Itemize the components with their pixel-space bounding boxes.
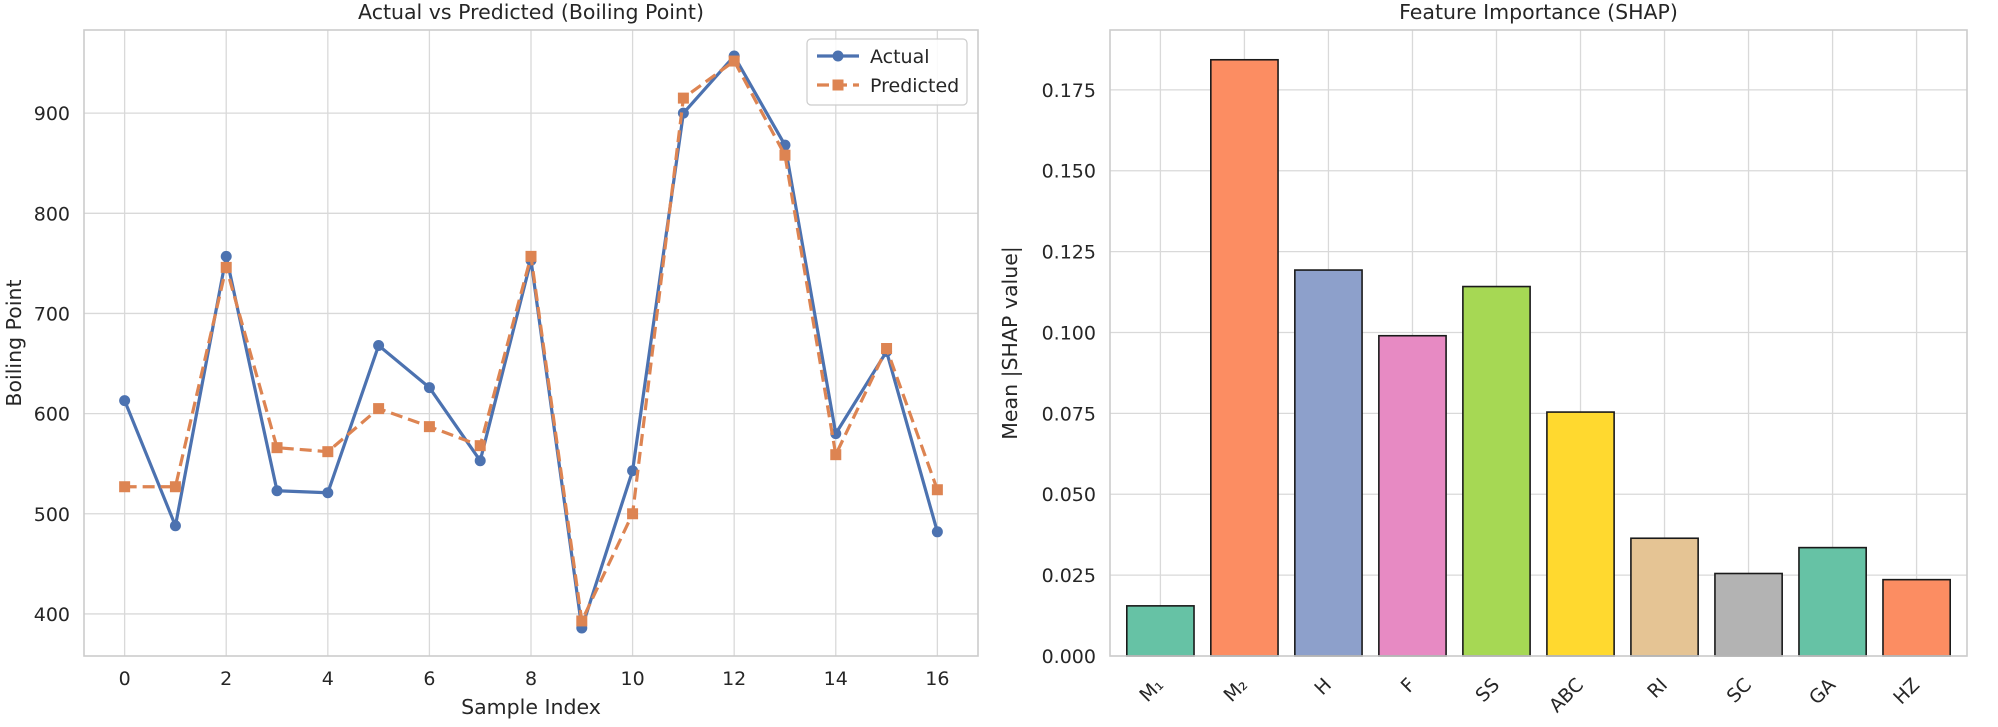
actual-point [423, 382, 435, 394]
line-chart-gridlines [84, 30, 978, 656]
legend-marker [832, 50, 844, 62]
predicted-point [830, 449, 842, 461]
bar-ga [1798, 546, 1867, 657]
legend-label: Actual [870, 46, 930, 68]
predicted-point [931, 484, 943, 496]
x-tick-label: 0 [119, 668, 131, 690]
bar-chart: 0.000 0.025 0.050 0.075 0.100 0.125 0.150 0.175… [998, 0, 1968, 717]
y-tick-label: 800 [34, 203, 70, 225]
y-tick-label: 0.125 [1042, 242, 1096, 264]
y-tick-label: 500 [34, 504, 70, 526]
actual-point [931, 526, 943, 538]
line-chart-tick-labels: 0 2 4 6 8 10 12 14 16 400 500 600 700 800 900 [34, 103, 950, 690]
predicted-point [576, 615, 588, 627]
y-tick-label: 400 [34, 604, 70, 626]
legend-item-actual: Actual [817, 46, 930, 68]
line-chart-y-axis-label: Boiling Point [2, 279, 26, 406]
predicted-point [373, 403, 385, 415]
y-tick-label: 0.175 [1042, 80, 1096, 102]
predicted-point [728, 55, 740, 67]
legend-label: Predicted [870, 75, 959, 97]
y-tick-label: 0.150 [1042, 161, 1096, 183]
actual-point [373, 340, 385, 352]
bar-abc [1546, 411, 1615, 657]
bar-chart-title: Feature Importance (SHAP) [1399, 0, 1678, 24]
bar-ri [1630, 537, 1699, 657]
line-chart-legend: Actual Predicted [806, 38, 968, 106]
legend-marker [832, 79, 844, 91]
bar-chart-y-axis-label: Mean |SHAP value| [998, 246, 1023, 440]
bar-sc [1714, 572, 1783, 657]
line-chart-series [119, 50, 943, 634]
x-tick-label: 10 [620, 668, 644, 690]
line-chart: 0 2 4 6 8 10 12 14 16 400 500 600 700 800 900 Actual v… [2, 0, 979, 719]
x-tick-label: 2 [220, 668, 232, 690]
actual-point [271, 485, 283, 497]
actual-point [119, 395, 131, 407]
x-tick-label: 4 [322, 668, 334, 690]
series-predicted [119, 55, 943, 627]
y-tick-label: 600 [34, 404, 70, 426]
predicted-point [423, 421, 435, 433]
bar-hz [1882, 578, 1951, 657]
predicted-point [627, 508, 639, 520]
actual-point [169, 520, 181, 532]
bar-chart-frame [1109, 29, 1968, 657]
predicted-point [525, 250, 537, 262]
x-tick-label: 12 [722, 668, 746, 690]
bar-ss [1462, 285, 1531, 657]
predicted-point [119, 481, 131, 493]
x-tick-label: 8 [525, 668, 537, 690]
predicted-point [169, 481, 181, 493]
line-chart-x-axis-label: Sample Index [461, 695, 601, 719]
predicted-point [779, 149, 791, 161]
y-tick-label: 0.075 [1042, 403, 1096, 425]
legend-item-predicted: Predicted [817, 75, 959, 97]
line-chart-title: Actual vs Predicted (Boiling Point) [358, 0, 704, 24]
predicted-point [271, 442, 283, 454]
x-tick-label: 16 [925, 668, 949, 690]
actual-point [627, 465, 639, 477]
predicted-point [322, 446, 334, 458]
x-tick-label: 14 [824, 668, 848, 690]
actual-point [474, 455, 486, 467]
actual-point [322, 487, 334, 499]
bar-h [1294, 269, 1363, 657]
actual-point [220, 250, 232, 262]
line-chart-frame [83, 29, 979, 657]
predicted-point [881, 343, 893, 355]
predicted-point [474, 440, 486, 452]
y-tick-label: 0.025 [1042, 565, 1096, 587]
bar-f [1378, 334, 1447, 657]
predicted-point [677, 92, 689, 104]
bar-m₂ [1210, 58, 1279, 657]
y-tick-label: 0.050 [1042, 484, 1096, 506]
bar-m₁ [1126, 605, 1195, 657]
y-tick-label: 0.100 [1042, 322, 1096, 344]
y-tick-label: 700 [34, 303, 70, 325]
bar-chart-bars [1126, 58, 1951, 657]
predicted-point [220, 261, 232, 273]
x-tick-label: 6 [423, 668, 435, 690]
y-tick-label: 0.000 [1042, 646, 1096, 668]
y-tick-label: 900 [34, 103, 70, 125]
